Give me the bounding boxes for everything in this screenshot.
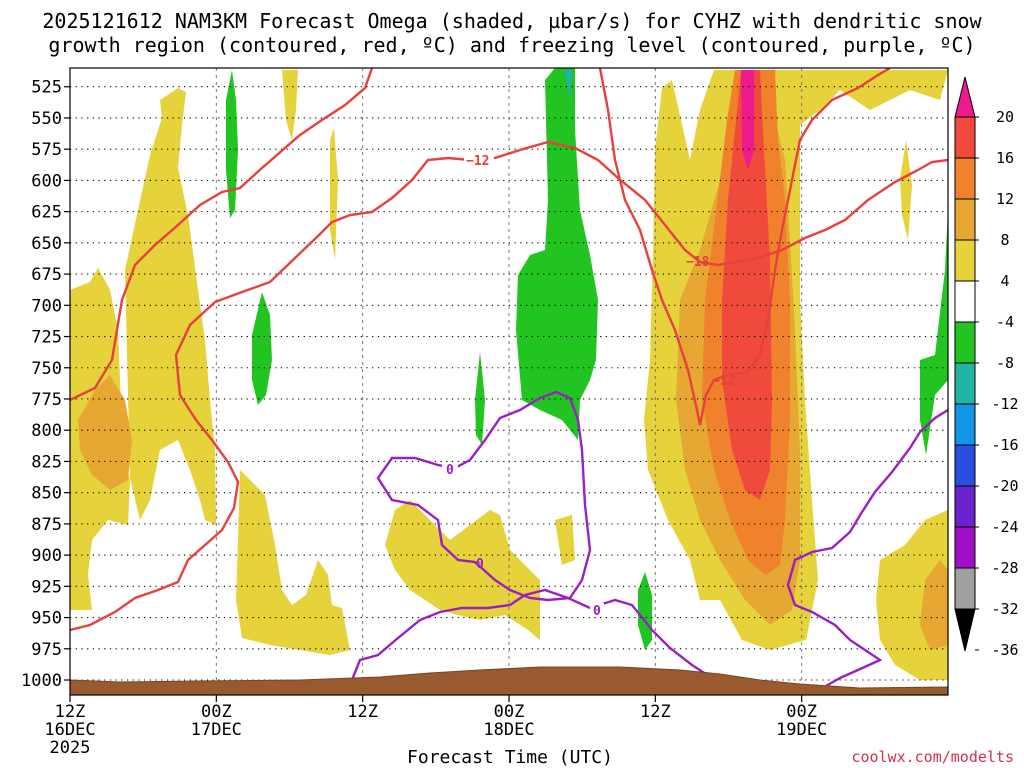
y-tick-label: 1000 [21, 671, 62, 691]
x-tick-date: 18DEC [483, 720, 534, 740]
colorbar-top-arrow [954, 76, 976, 118]
colorbar-label: -36 [991, 641, 1018, 659]
colorbar-swatch [954, 444, 976, 487]
freezing-level-contour [350, 390, 948, 688]
colorbar-swatch [954, 116, 976, 159]
omega-gold-region-far-east [920, 560, 948, 650]
y-tick-label: 575 [31, 140, 62, 160]
y-tick-label: 675 [31, 265, 62, 285]
x-tick-time: 00Z [201, 702, 232, 722]
colorbar-label: 16 [996, 149, 1014, 167]
y-tick-label: 750 [31, 359, 62, 379]
colorbar-swatch [954, 280, 976, 323]
colorbar-label: -32 [991, 600, 1018, 618]
colorbar-label: 8 [1000, 231, 1009, 249]
x-tick-date: 17DEC [191, 720, 242, 740]
x-tick-year: 2025 [50, 738, 91, 758]
y-tick-label: 700 [31, 296, 62, 316]
y-axis: 525 550 575 600 625 650 675 700 725 750 775 800 825 8… [21, 78, 70, 691]
omega-green-region-blob [252, 292, 272, 405]
dendritic-contour-lower [70, 140, 948, 632]
omega-gold-region-west [78, 375, 132, 490]
colorbar-swatch [954, 526, 976, 569]
omega-yellow-small-spike [900, 140, 912, 240]
colorbar-label: -16 [991, 436, 1018, 454]
colorbar-label: -4 [996, 313, 1014, 331]
colorbar-swatch [954, 403, 976, 446]
colorbar-label: -24 [991, 518, 1018, 536]
omega-teal-region [564, 70, 572, 100]
credit-text: coolwx.com/modelts [851, 748, 1014, 766]
y-tick-label: 975 [31, 640, 62, 660]
colorbar-label: 4 [1000, 272, 1009, 290]
y-tick-label: 525 [31, 78, 62, 98]
freezing-label-3: 0 [593, 604, 601, 619]
x-tick-time: 12Z [55, 702, 86, 722]
y-tick-label: 775 [31, 390, 62, 410]
contour-label-minus12: −12 [466, 154, 489, 169]
y-tick-label: 850 [31, 484, 62, 504]
dendritic-contour-upper [70, 68, 374, 402]
y-tick-label: 625 [31, 203, 62, 223]
omega-yellow-small-top [282, 70, 298, 140]
x-tick-time: 12Z [640, 702, 671, 722]
x-axis-label: Forecast Time (UTC) [407, 747, 613, 768]
colorbar-swatch [954, 321, 976, 364]
y-tick-label: 725 [31, 328, 62, 348]
y-tick-label: 800 [31, 421, 62, 441]
y-tick-label: 600 [31, 171, 62, 191]
colorbar-label: -12 [991, 395, 1018, 413]
y-tick-label: 925 [31, 577, 62, 597]
x-tick-time: 00Z [494, 702, 525, 722]
chart-title-line1: 2025121612 NAM3KM Forecast Omega (shaded… [42, 9, 982, 33]
omega-green-region-center [516, 68, 598, 440]
freezing-label-2: 0 [476, 557, 484, 572]
omega-yellow-region-mid3 [555, 515, 575, 565]
colorbar-swatch [954, 239, 976, 282]
chart-title-line2: growth region (contoured, red, ºC) and f… [48, 33, 975, 57]
omega-yellow-small-spike2 [330, 128, 338, 260]
omega-green-region-left [226, 70, 238, 218]
colorbar-swatch [954, 485, 976, 528]
colorbar-label: 20 [996, 108, 1014, 126]
colorbar-label: -8 [996, 354, 1014, 372]
omega-yellow-region-mid1 [236, 470, 350, 655]
colorbar: 20 16 12 8 4 -4 -8 -12 -16 -20 -24 -28 -32 -36 [954, 76, 1019, 659]
x-tick-date: 19DEC [776, 720, 827, 740]
omega-green-region-far-east [920, 210, 948, 455]
colorbar-label: 12 [996, 190, 1014, 208]
colorbar-label: -28 [991, 559, 1018, 577]
colorbar-swatch [954, 157, 976, 200]
y-tick-label: 875 [31, 515, 62, 535]
y-tick-label: 650 [31, 234, 62, 254]
omega-red-region [722, 70, 772, 500]
y-tick-label: 825 [31, 452, 62, 472]
colorbar-swatch [954, 198, 976, 241]
y-tick-label: 900 [31, 546, 62, 566]
colorbar-label: -20 [991, 477, 1018, 495]
colorbar-swatch [954, 362, 976, 405]
contour-label-minus12-core: −12 [712, 374, 735, 389]
x-tick-time: 00Z [786, 702, 817, 722]
colorbar-bottom-arrow [954, 608, 976, 652]
omega-pink-region [741, 70, 754, 170]
y-tick-label: 950 [31, 609, 62, 629]
colorbar-swatch [954, 567, 976, 610]
dendritic-contour-right [598, 68, 891, 426]
freezing-label-1: 0 [446, 463, 454, 478]
contour-label-minus18: −18 [686, 255, 710, 270]
x-tick-time: 12Z [347, 702, 378, 722]
y-tick-label: 550 [31, 109, 62, 129]
omega-green-region-sliver [475, 352, 485, 445]
grid [70, 68, 948, 695]
omega-green-region-small [638, 572, 652, 650]
contours: −12 −18 −12 0 0 0 [70, 68, 948, 688]
x-tick-date: 16DEC [44, 720, 95, 740]
